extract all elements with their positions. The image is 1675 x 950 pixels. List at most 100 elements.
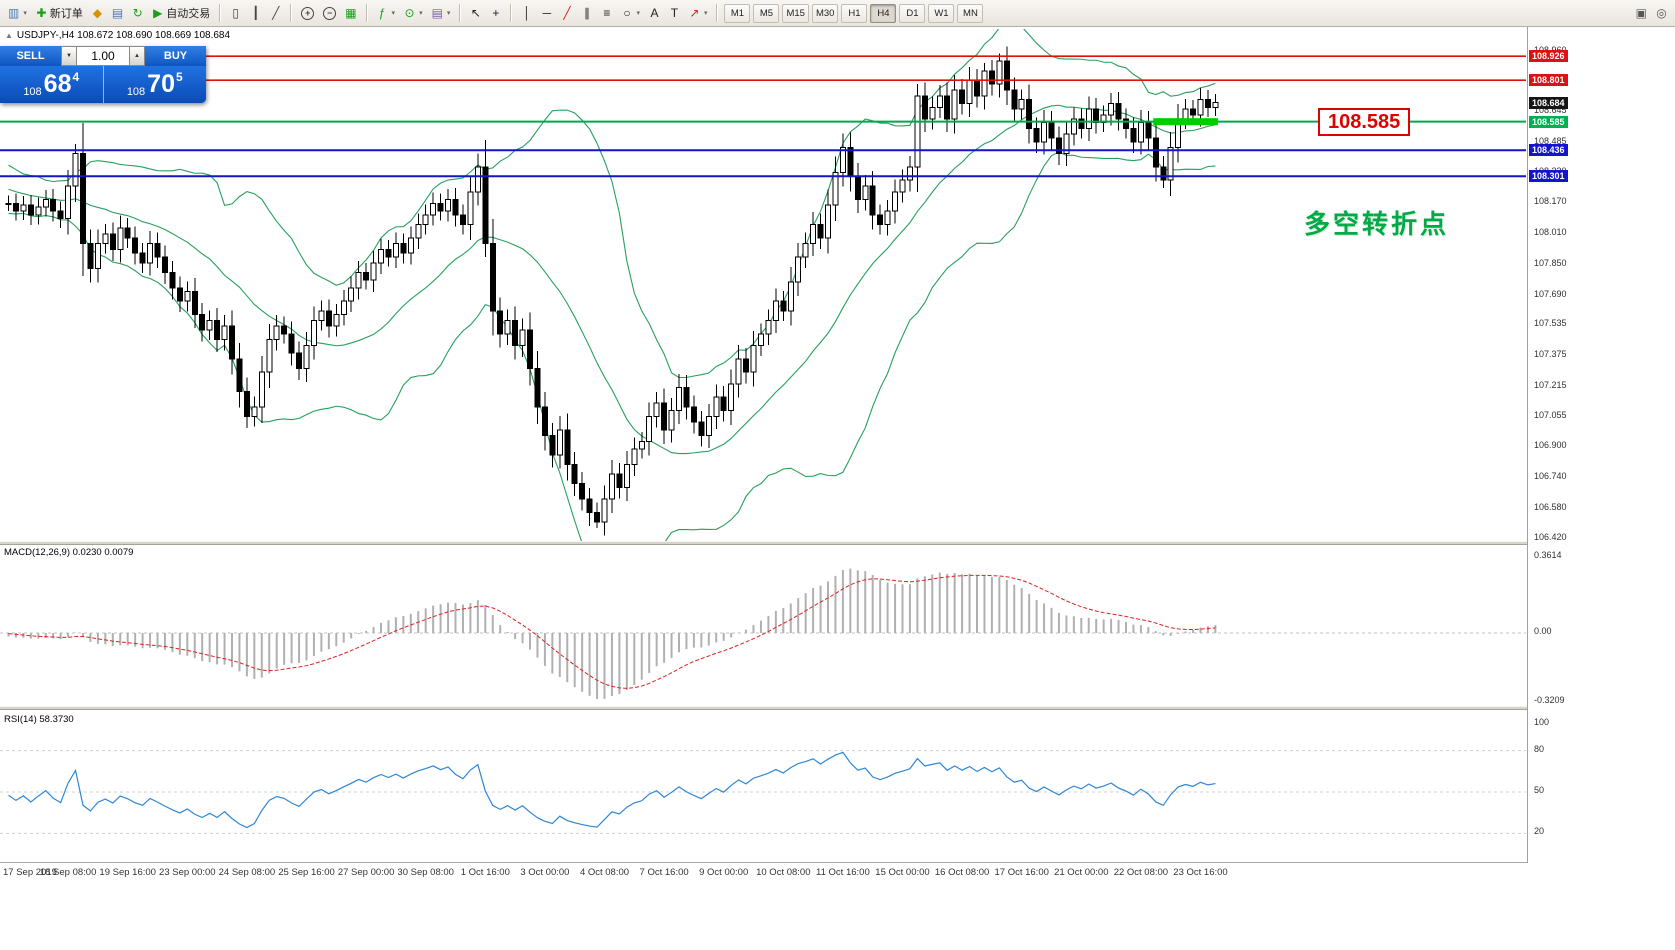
toolbar-separator [459, 4, 462, 22]
time-axis-label: 3 Oct 00:00 [520, 867, 570, 878]
pivot-highlight-segment[interactable] [1153, 118, 1218, 126]
periods-icon: ⊙ [404, 6, 415, 20]
timeframe-d1-button[interactable]: D1 [899, 3, 926, 23]
price-axis-label: 107.215 [1534, 379, 1567, 390]
buy-price-pip: 5 [175, 70, 183, 84]
pivot-note-text[interactable]: 多空转折点 [1304, 209, 1450, 239]
bollinger-upper-band [8, 29, 1216, 379]
zoom-out-icon[interactable]: − [319, 3, 340, 24]
vertical-line-icon[interactable]: │ [517, 3, 536, 24]
timeframe-mn-button[interactable]: MN [957, 3, 984, 23]
horizontal-line-icon[interactable]: ─ [537, 3, 556, 24]
price-axis-label: 108.010 [1534, 227, 1567, 238]
bar-chart-icon[interactable]: ▯ [226, 3, 245, 24]
trade-panel-top-row: SELL ▼ ▲ BUY [0, 46, 206, 66]
volume-increase-button[interactable]: ▲ [129, 46, 145, 66]
pivot-price-label[interactable]: 108.585 [1318, 108, 1411, 136]
new-chart-icon[interactable]: ▥ ▾ [4, 3, 31, 24]
buy-price-big: 70 [147, 70, 175, 98]
fibonacci-icon[interactable]: ≡ [597, 3, 616, 24]
timeframe-w1-button[interactable]: W1 [928, 3, 955, 23]
refresh-icon: ↻ [132, 6, 143, 20]
time-axis-label: 19 Sep 16:00 [99, 867, 156, 878]
volume-decrease-button[interactable]: ▼ [61, 46, 77, 66]
line-chart-icon: ╱ [272, 6, 280, 20]
price-axis-label: 107.535 [1534, 318, 1567, 329]
zoom-in-icon[interactable]: + [297, 3, 318, 24]
templates-icon: ▤ [431, 6, 443, 20]
templates-icon[interactable]: ▤ ▾ [428, 3, 455, 24]
timeframe-h1-button[interactable]: H1 [841, 3, 868, 23]
market-watch-icon[interactable]: ◆ [88, 3, 107, 24]
time-axis-label: 17 Oct 16:00 [994, 867, 1049, 878]
time-axis-label: 25 Sep 16:00 [278, 867, 335, 878]
time-axis-label: 23 Sep 00:00 [159, 867, 216, 878]
price-axis: 108.960108.645108.485108.330108.170108.0… [1527, 27, 1675, 863]
tile-windows-icon: ▦ [345, 6, 357, 20]
window-icon[interactable]: ▣ [1632, 3, 1651, 24]
collapse-icon[interactable]: ▲ [5, 31, 13, 40]
vertical-line-icon: │ [523, 6, 531, 20]
auto-trading-button[interactable]: ▶ 自动交易 [148, 3, 214, 24]
periods-icon[interactable]: ⊙ ▾ [400, 3, 427, 24]
macd-axis-label: 0.3614 [1534, 550, 1562, 560]
price-chart-canvas[interactable] [0, 0, 1526, 886]
shapes-icon[interactable]: ○ ▾ [617, 3, 644, 24]
timeframe-m1-button[interactable]: M1 [724, 3, 751, 23]
toolbar-separator [510, 4, 513, 22]
sell-button[interactable]: SELL [0, 46, 61, 66]
symbol-ohlc-text: USDJPY-,H4 108.672 108.690 108.669 108.6… [16, 30, 231, 41]
candlestick-chart-icon: ┃ [252, 6, 260, 20]
rsi-axis-label: 20 [1534, 826, 1545, 836]
toolbar-separator [219, 4, 222, 22]
indicators-icon: ƒ [378, 6, 386, 20]
toolbar: ▥ ▾ ✚ 新订单 ◆ ▤ ↻ ▶ 自动交易 ▯ ┃ ╱ + − ▦ ƒ ▾ ⊙ ▾ ▤ ▾ ↖ + │ ─ ╱ ∥ ≡ ○ ▾ A T ↗ ▾ M… [0, 0, 1675, 27]
auto-trading-icon: ▶ [153, 6, 163, 20]
bollinger-lower-band [8, 151, 1216, 541]
panel-divider-macd[interactable] [0, 541, 1675, 545]
price-axis-label: 107.690 [1534, 288, 1567, 299]
price-axis-label: 107.850 [1534, 257, 1567, 268]
data-window-icon[interactable]: ▤ [108, 3, 127, 24]
price-tag: 108.436 [1529, 144, 1568, 157]
refresh-icon[interactable]: ↻ [128, 3, 147, 24]
text-label-icon[interactable]: T [665, 3, 684, 24]
new-order-button[interactable]: ✚ 新订单 [32, 3, 87, 24]
macd-axis-label: -0.3209 [1534, 695, 1565, 705]
timeframe-m30-button[interactable]: M30 [811, 3, 839, 23]
new-order-icon: ✚ [36, 6, 47, 20]
rsi-line [8, 751, 1216, 829]
text-icon[interactable]: A [645, 3, 664, 24]
sell-price[interactable]: 108 68 4 [0, 66, 104, 103]
macd-indicator-title: MACD(12,26,9) 0.0230 0.0079 [4, 547, 134, 558]
crosshair-icon: + [492, 6, 500, 20]
cursor-icon[interactable]: ↖ [466, 3, 485, 24]
buy-button[interactable]: BUY [145, 46, 206, 66]
arrows-icon: ↗ [689, 6, 700, 20]
indicators-icon[interactable]: ƒ ▾ [373, 3, 400, 24]
channel-icon: ∥ [583, 6, 590, 20]
timeframe-h4-button[interactable]: H4 [870, 3, 897, 23]
crosshair-icon[interactable]: + [486, 3, 505, 24]
rsi-axis-label: 100 [1534, 717, 1550, 727]
panel-divider-rsi[interactable] [0, 706, 1675, 710]
trendline-icon[interactable]: ╱ [557, 3, 576, 24]
window-icon: ▣ [1635, 6, 1647, 20]
tile-windows-icon[interactable]: ▦ [341, 3, 360, 24]
line-chart-icon[interactable]: ╱ [266, 3, 285, 24]
main-chart-layer [0, 29, 1526, 541]
volume-input[interactable] [77, 46, 129, 66]
bollinger-middle-band [8, 104, 1216, 455]
candlestick-chart-icon[interactable]: ┃ [246, 3, 265, 24]
timeframe-m15-button[interactable]: M15 [782, 3, 809, 23]
timeframe-m5-button[interactable]: M5 [753, 3, 780, 23]
new-order-button-label: 新订单 [49, 8, 83, 20]
search-icon[interactable]: ◎ [1652, 3, 1671, 24]
data-window-icon: ▤ [111, 6, 124, 20]
price-tag: 108.926 [1529, 50, 1568, 63]
arrows-icon[interactable]: ↗ ▾ [685, 3, 712, 24]
rsi-layer [0, 750, 1526, 834]
channel-icon[interactable]: ∥ [577, 3, 596, 24]
buy-price[interactable]: 108 70 5 [103, 66, 206, 103]
